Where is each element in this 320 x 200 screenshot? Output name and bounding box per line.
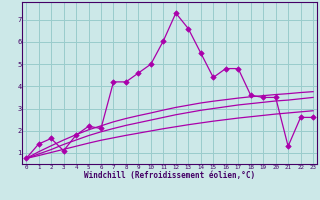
X-axis label: Windchill (Refroidissement éolien,°C): Windchill (Refroidissement éolien,°C) [84, 171, 255, 180]
